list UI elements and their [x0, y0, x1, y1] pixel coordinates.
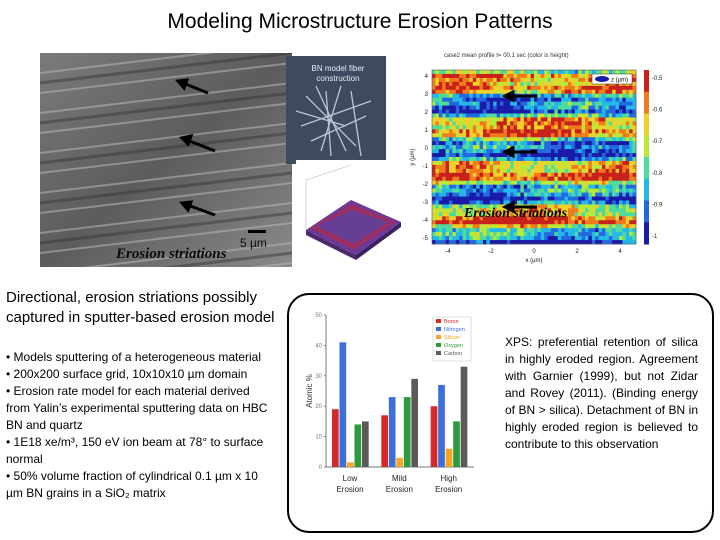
bullet-item: • 200x200 surface grid, 10x10x10 µm doma… — [6, 367, 248, 381]
bar-nitrogen — [339, 342, 347, 467]
surface-plot-inset — [296, 160, 406, 268]
heatmap-title: case2 mean profile t= 00.1 sec (color is… — [444, 53, 569, 59]
arrow-icons — [175, 78, 216, 217]
category-label: High — [440, 474, 456, 483]
y-tick-label: 40 — [315, 343, 322, 349]
y-tick-label: -3 — [423, 200, 429, 206]
x-tick-label: -2 — [488, 249, 494, 255]
bar-boron — [430, 406, 438, 467]
x-tick-label: 2 — [575, 249, 579, 255]
bar-oxygen — [354, 424, 362, 467]
heatmap-erosion-label: Erosion striations — [464, 206, 568, 221]
legend-label: Boron — [444, 319, 459, 325]
category-label: Erosion — [336, 485, 363, 494]
y-tick-label: 20 — [315, 404, 322, 410]
heatmap-legend-label: z (µm) — [611, 78, 628, 84]
y-tick-label: -2 — [423, 182, 429, 188]
y-tick-label: 1 — [425, 128, 429, 134]
category-label: Low — [343, 474, 358, 483]
colorbar — [644, 70, 649, 245]
category-label: Mild — [392, 474, 407, 483]
y-tick-label: -4 — [423, 218, 429, 224]
bar-oxygen — [453, 421, 460, 467]
colorbar-tick-label: -0.9 — [652, 202, 662, 208]
sem-micrograph — [40, 53, 292, 267]
slide-title: Modeling Microstructure Erosion Patterns — [167, 10, 553, 33]
colorbar-tick-label: -0.7 — [652, 139, 662, 145]
y-axis-label: y (µm) — [410, 148, 416, 165]
x-axis-label: x (µm) — [525, 258, 542, 264]
bullet-item: • Erosion rate model for each material d… — [6, 384, 268, 432]
bar-silicon — [347, 462, 354, 467]
bar-carbon — [411, 378, 419, 467]
heatmap-legend — [591, 73, 633, 85]
bar-silicon — [396, 457, 404, 467]
bar-boron — [332, 409, 339, 467]
y-axis-label: Atomic % — [305, 374, 314, 408]
y-tick-label: 0 — [425, 146, 429, 152]
model-heading: Directional, erosion striations possibly… — [6, 289, 275, 326]
bullet-item: • Models sputtering of a heterogeneous m… — [6, 350, 262, 364]
legend-label: Carbon — [444, 351, 462, 357]
bar-carbon — [362, 421, 369, 467]
bullet-item: • 50% volume fraction of cylindrical 0.1… — [6, 469, 258, 500]
scale-bar-label: 5 µm — [240, 236, 267, 250]
x-tick-label: -4 — [445, 249, 451, 255]
inset-model-label: BN model fiber construction — [311, 64, 365, 83]
y-tick-label: 0 — [319, 465, 323, 471]
x-tick-label: 4 — [618, 249, 622, 255]
y-tick-label: 10 — [315, 435, 322, 441]
category-label: Erosion — [435, 485, 462, 494]
legend-label: Nitrogen — [444, 327, 465, 333]
arrow-icons — [501, 89, 537, 214]
colorbar-tick-label: -0.8 — [652, 171, 662, 177]
erosion-heatmap-panel: z (µm) 4 3 2 1 0 -1 -2 -3 -4 -5 -4 -2 0 2 4 x (µm) y (µm)… — [404, 44, 663, 270]
y-tick-label: 30 — [315, 374, 322, 380]
colorbar-tick-label: -0.5 — [652, 76, 662, 82]
colorbar-tick-label: -0.6 — [652, 108, 662, 114]
bar-oxygen — [403, 397, 411, 467]
y-tick-label: 50 — [315, 313, 322, 319]
bar-carbon — [460, 366, 468, 467]
sem-erosion-label: Erosion striations — [116, 246, 227, 262]
bar-boron — [381, 415, 389, 467]
y-tick-label: 4 — [425, 74, 429, 80]
y-tick-label: 2 — [425, 110, 429, 116]
chart-legend: Boron Nitrogen Silicon Oxygen Carbon — [432, 316, 472, 362]
xps-bar-chart: 0 10 20 30 40 50 Atomic % Low Erosion Mild Erosion… — [305, 313, 474, 494]
x-tick-label: 0 — [532, 249, 536, 255]
bar-nitrogen — [388, 397, 396, 467]
colorbar-tick-label: -1 — [652, 234, 658, 240]
bar-silicon — [445, 448, 453, 467]
bar-nitrogen — [438, 384, 445, 467]
bullet-item: • 1E18 xe/m³, 150 eV ion beam at 78° to … — [6, 435, 264, 466]
bn-fiber-model-inset — [286, 56, 386, 164]
y-tick-label: -1 — [423, 164, 429, 170]
category-label: Erosion — [386, 485, 413, 494]
y-tick-label: 3 — [425, 92, 429, 98]
model-bullet-list: • Models sputtering of a heterogeneous m… — [6, 349, 274, 502]
xps-results-box — [287, 293, 714, 533]
xps-description: XPS: preferential retention of silica in… — [505, 335, 698, 451]
y-tick-label: -5 — [423, 236, 429, 242]
legend-label: Oxygen — [444, 343, 463, 349]
legend-label: Silicon — [444, 335, 460, 341]
